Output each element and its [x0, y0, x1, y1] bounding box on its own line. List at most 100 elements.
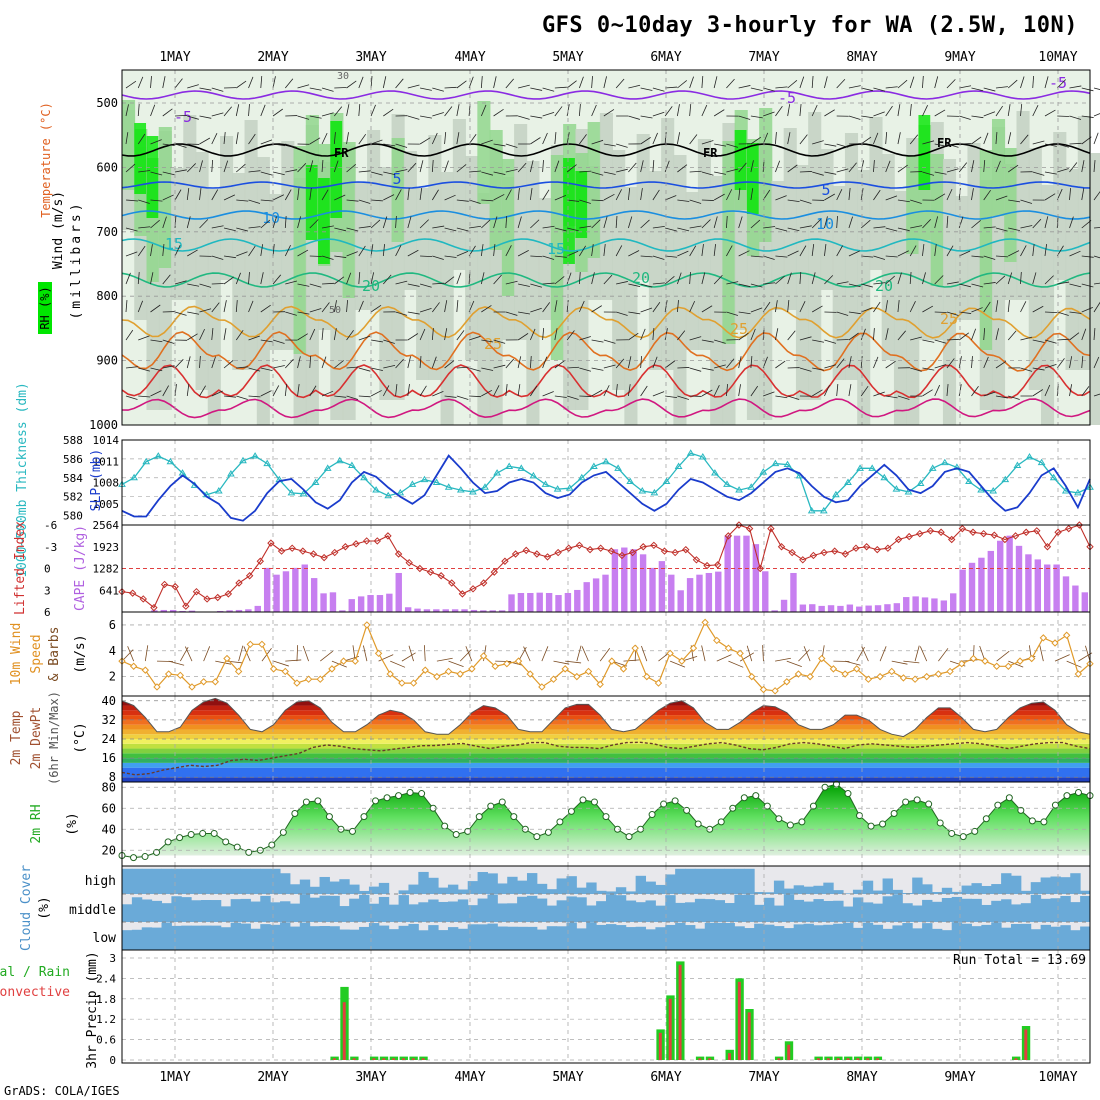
wind-barb: [738, 216, 743, 229]
rh2m-point: [867, 822, 875, 830]
li-point: [150, 603, 158, 612]
wind-speed-point: [351, 657, 359, 665]
cloud-cell: [991, 922, 1002, 950]
wind-barb: [1007, 104, 1011, 117]
cape-bar: [188, 610, 196, 612]
wind-barb: [652, 189, 660, 201]
wind-barb: [223, 194, 236, 201]
wind-barb: [873, 328, 875, 341]
wind-barb: [444, 194, 456, 201]
wind-barb: [174, 216, 177, 229]
wind-barb: [750, 307, 763, 313]
rh-patch-mid: [416, 188, 430, 380]
wind-barb: [125, 132, 129, 145]
thickness-point: [154, 452, 163, 459]
wind-barb: [542, 112, 555, 117]
rh-patch-mid: [465, 156, 479, 360]
wind-barb: [640, 160, 644, 173]
wind-barb: [726, 143, 739, 148]
rh2m-point: [717, 818, 725, 826]
wind-barb: [333, 106, 343, 117]
cloud-cell: [843, 906, 854, 922]
wind-speed-point: [794, 670, 803, 678]
cloud-cell: [833, 890, 844, 894]
wind-barb: [1044, 216, 1049, 229]
cloud-cell: [685, 925, 696, 950]
wind-barb: [187, 311, 200, 315]
cloud-cell: [1010, 923, 1022, 950]
wind-barb: [995, 300, 999, 313]
wind-barb: [689, 225, 702, 229]
wind-barb: [199, 308, 212, 313]
cloud-cell: [872, 924, 884, 950]
cloud-cell: [181, 897, 192, 922]
wind-barb: [959, 311, 972, 314]
thickness-point: [444, 483, 453, 490]
wind-barb: [811, 219, 821, 229]
wind-barb: [959, 85, 972, 89]
cloud-cell: [744, 894, 755, 922]
rh2m-tick: 20: [102, 843, 116, 857]
wind-barb: [627, 384, 631, 397]
wind-barb: [603, 109, 615, 117]
wind-barb: [273, 660, 289, 667]
wind-barb: [983, 255, 996, 260]
wind-barb: [566, 272, 572, 285]
wind-barb: [848, 162, 857, 173]
wind-barb: [296, 645, 299, 662]
cape-bar: [724, 535, 731, 612]
rh-patch-saturated: [575, 171, 588, 238]
cape-bar: [686, 578, 694, 612]
wind-speed-point: [678, 657, 686, 665]
wind-speed-point: [1004, 662, 1013, 670]
wind-barb: [689, 245, 697, 257]
precip-unit: 3hr Precip (mm): [85, 951, 100, 1068]
wind-barb: [378, 654, 394, 662]
cloud-cell: [517, 896, 528, 922]
cape-bar: [630, 549, 637, 612]
cloud-cell: [447, 927, 459, 950]
wind-barb: [554, 132, 557, 145]
wind-barb: [174, 115, 188, 117]
rh2m-point: [141, 853, 149, 861]
cape-bar: [1062, 576, 1070, 612]
wind-barb: [897, 250, 909, 257]
wind-barb: [346, 104, 350, 117]
wind-barb: [824, 384, 830, 397]
cloud-cell: [201, 868, 212, 894]
cloud-cell: [961, 923, 972, 950]
wind-speed-point: [328, 665, 336, 673]
wind-barb: [121, 649, 134, 662]
wind-barb: [824, 364, 837, 369]
cloud-cell: [823, 900, 834, 922]
cloud-cell: [309, 886, 321, 894]
wind-barb: [334, 255, 347, 258]
wind-barb: [203, 646, 211, 662]
cloud-cell: [951, 891, 963, 894]
wind-barb: [824, 216, 828, 229]
cloud-cell: [280, 873, 291, 894]
wind-barb: [321, 112, 334, 117]
wind-barb: [272, 216, 278, 229]
li-point: [926, 527, 935, 535]
wind-barb: [959, 250, 971, 257]
cloud-cell: [250, 868, 261, 894]
cloud-cell: [931, 891, 943, 894]
wind-barb: [236, 199, 249, 202]
wind-barb: [738, 384, 741, 397]
cape-bar: [987, 550, 995, 612]
cloud-cell: [615, 887, 627, 894]
wind-barb: [750, 283, 763, 288]
wind-barb: [599, 648, 611, 662]
cloud-cell: [151, 900, 163, 922]
wind-barb: [517, 115, 530, 120]
wind-barb: [958, 162, 968, 173]
wind-barb: [971, 356, 973, 369]
cape-bar: [639, 554, 647, 612]
cape-bar: [602, 574, 609, 612]
cloud-cell: [922, 884, 933, 894]
wind-barb: [444, 160, 449, 173]
precip-convective-bar: [352, 1058, 356, 1060]
thickness-point: [711, 469, 719, 476]
wind-barb: [309, 283, 322, 288]
